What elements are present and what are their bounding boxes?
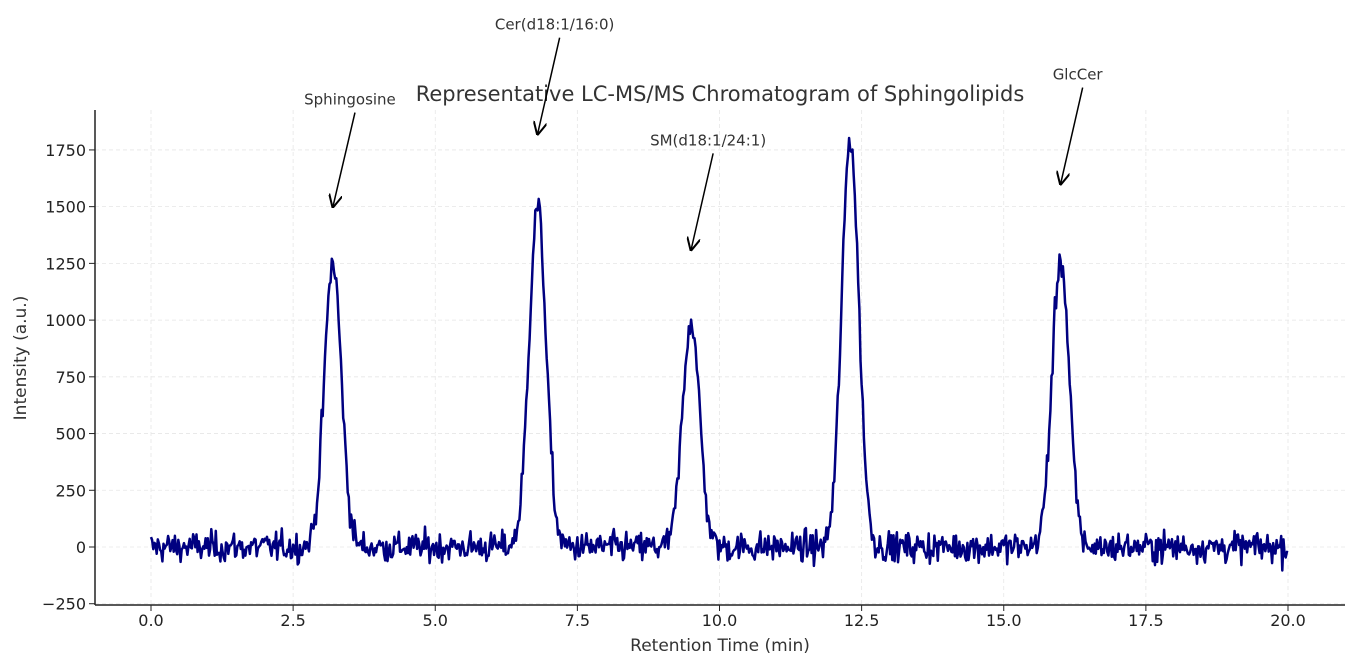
annotation-label: GlcCer xyxy=(1053,66,1104,84)
y-tick-label: 750 xyxy=(55,368,86,387)
x-tick-label: 10.0 xyxy=(702,611,738,630)
x-axis-ticks: 0.0 2.5 5.0 7.5 10.0 12.5 15.0 17.5 20.0 xyxy=(138,605,1306,630)
chart-title: Representative LC-MS/MS Chromatogram of … xyxy=(416,82,1025,106)
y-tick-label: 0 xyxy=(76,538,86,557)
grid-lines xyxy=(95,110,1345,605)
y-tick-label: 500 xyxy=(55,425,86,444)
annotation-arrow xyxy=(333,112,356,207)
annotation-arrow xyxy=(538,37,561,134)
y-tick-label: −250 xyxy=(42,595,86,614)
peak-annotations: Sphingosine Cer(d18:1/16:0) SM(d18:1/24:1)… xyxy=(304,16,1103,250)
y-tick-label: 1250 xyxy=(45,254,86,273)
y-tick-label: 1500 xyxy=(45,198,86,217)
y-tick-label: 1750 xyxy=(45,141,86,160)
x-tick-label: 15.0 xyxy=(986,611,1022,630)
x-axis-label: Retention Time (min) xyxy=(630,636,810,656)
x-tick-label: 0.0 xyxy=(138,611,163,630)
y-axis-ticks: −250 0 250 500 750 1000 1250 1500 1750 xyxy=(42,141,95,614)
annotation-label: Cer(d18:1/16:0) xyxy=(495,16,615,34)
y-axis-label: Intensity (a.u.) xyxy=(11,296,31,421)
annotation-arrow xyxy=(691,153,714,249)
annotation-label: SM(d18:1/24:1) xyxy=(650,131,766,149)
x-tick-label: 20.0 xyxy=(1270,611,1306,630)
x-tick-label: 7.5 xyxy=(565,611,590,630)
y-tick-label: 1000 xyxy=(45,311,86,330)
annotation-arrow xyxy=(1061,87,1084,184)
x-tick-label: 17.5 xyxy=(1128,611,1164,630)
chromatogram-trace xyxy=(149,136,1289,572)
x-tick-label: 2.5 xyxy=(280,611,305,630)
x-tick-label: 5.0 xyxy=(423,611,448,630)
annotation-label: Sphingosine xyxy=(304,91,396,109)
x-tick-label: 12.5 xyxy=(844,611,880,630)
y-tick-label: 250 xyxy=(55,481,86,500)
